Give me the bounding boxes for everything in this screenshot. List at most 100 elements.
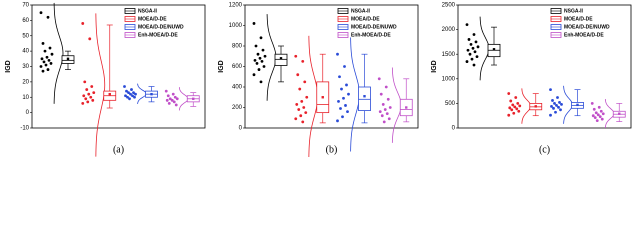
legend-label: Enh-MOEA/D-DE <box>564 32 604 38</box>
data-point <box>83 80 87 84</box>
data-point <box>81 102 85 105</box>
data-point <box>126 95 129 99</box>
data-point <box>516 102 520 105</box>
mean <box>108 92 111 96</box>
data-point <box>342 96 345 100</box>
data-point <box>465 23 469 27</box>
data-point <box>89 95 93 99</box>
legend-label: MOEA/D-DE/NUWD <box>138 24 184 30</box>
data-point <box>294 117 298 121</box>
mean <box>321 96 324 99</box>
mean <box>405 106 408 109</box>
distribution-curve <box>53 2 64 104</box>
data-point <box>301 59 305 63</box>
data-point <box>472 63 476 67</box>
mean <box>534 105 537 108</box>
data-point <box>508 106 512 110</box>
data-point <box>465 60 469 63</box>
data-point <box>253 58 257 62</box>
data-point <box>45 55 49 59</box>
data-point <box>303 80 307 84</box>
data-point <box>598 115 602 119</box>
data-point <box>92 91 96 95</box>
y-tick-label: 1000 <box>229 23 243 29</box>
legend-label: NSGA-II <box>351 8 371 14</box>
data-point <box>90 85 94 88</box>
data-point <box>336 119 339 123</box>
data-point <box>512 111 516 115</box>
data-point <box>43 49 47 53</box>
data-point <box>168 97 172 101</box>
y-tick-label: 2500 <box>442 3 456 9</box>
data-point <box>550 104 553 108</box>
data-point <box>347 92 350 96</box>
y-tick-label: 200 <box>232 105 243 111</box>
mean <box>66 57 70 61</box>
data-point <box>263 54 267 58</box>
mean <box>150 92 153 96</box>
data-point <box>377 77 381 81</box>
data-point <box>300 99 304 103</box>
data-point <box>595 119 599 123</box>
data-point <box>381 103 385 106</box>
y-axis-label: IGD <box>5 60 12 72</box>
data-point <box>174 103 178 107</box>
data-point <box>597 105 601 109</box>
box <box>274 53 288 66</box>
data-point <box>47 58 51 62</box>
data-point <box>382 120 386 124</box>
y-tick-label: 0 <box>452 126 456 132</box>
data-point <box>468 52 472 56</box>
legend-label: MOEA/D-DE <box>138 16 167 22</box>
data-point <box>85 88 89 91</box>
data-point <box>475 55 479 59</box>
data-point <box>41 42 45 45</box>
data-point <box>557 105 560 109</box>
y-tick-label: 2000 <box>442 27 456 33</box>
data-point <box>258 56 262 60</box>
data-point <box>125 89 128 93</box>
data-point <box>385 112 389 116</box>
data-point <box>343 65 346 68</box>
data-point <box>344 104 347 107</box>
y-tick-label: 500 <box>445 101 456 107</box>
data-point <box>256 52 260 56</box>
data-point <box>50 52 54 56</box>
data-point <box>336 52 339 56</box>
data-point <box>131 94 134 98</box>
data-point <box>511 103 515 107</box>
data-point <box>345 83 348 87</box>
data-point <box>254 44 258 48</box>
y-axis-label: IGD <box>431 60 438 72</box>
data-point <box>593 116 597 120</box>
data-point <box>86 100 90 104</box>
y-tick-label: 30 <box>22 64 29 70</box>
caption: (a) <box>113 144 124 155</box>
data-point <box>338 75 341 79</box>
data-point <box>517 109 521 113</box>
data-point <box>302 106 306 109</box>
data-point <box>339 107 342 110</box>
data-point <box>590 102 594 105</box>
data-point <box>88 37 92 41</box>
plot-frame <box>457 4 632 129</box>
data-point <box>507 113 511 117</box>
data-point <box>167 102 171 105</box>
data-point <box>510 108 514 112</box>
data-point <box>560 102 563 106</box>
data-point <box>252 73 256 77</box>
data-point <box>297 108 301 111</box>
data-point <box>507 92 511 95</box>
mean <box>618 112 621 115</box>
mean <box>492 48 496 51</box>
data-point <box>175 97 179 101</box>
data-point <box>551 99 554 102</box>
data-point <box>305 95 309 99</box>
legend-label: MOEA/D-DE <box>351 16 380 22</box>
y-tick-label: 60 <box>22 18 29 24</box>
legend-label: MOEA/D-DE/NUWD <box>564 24 610 30</box>
mean <box>363 95 366 98</box>
data-point <box>386 97 390 101</box>
data-point <box>556 96 559 99</box>
y-tick-label: 10 <box>22 95 29 101</box>
